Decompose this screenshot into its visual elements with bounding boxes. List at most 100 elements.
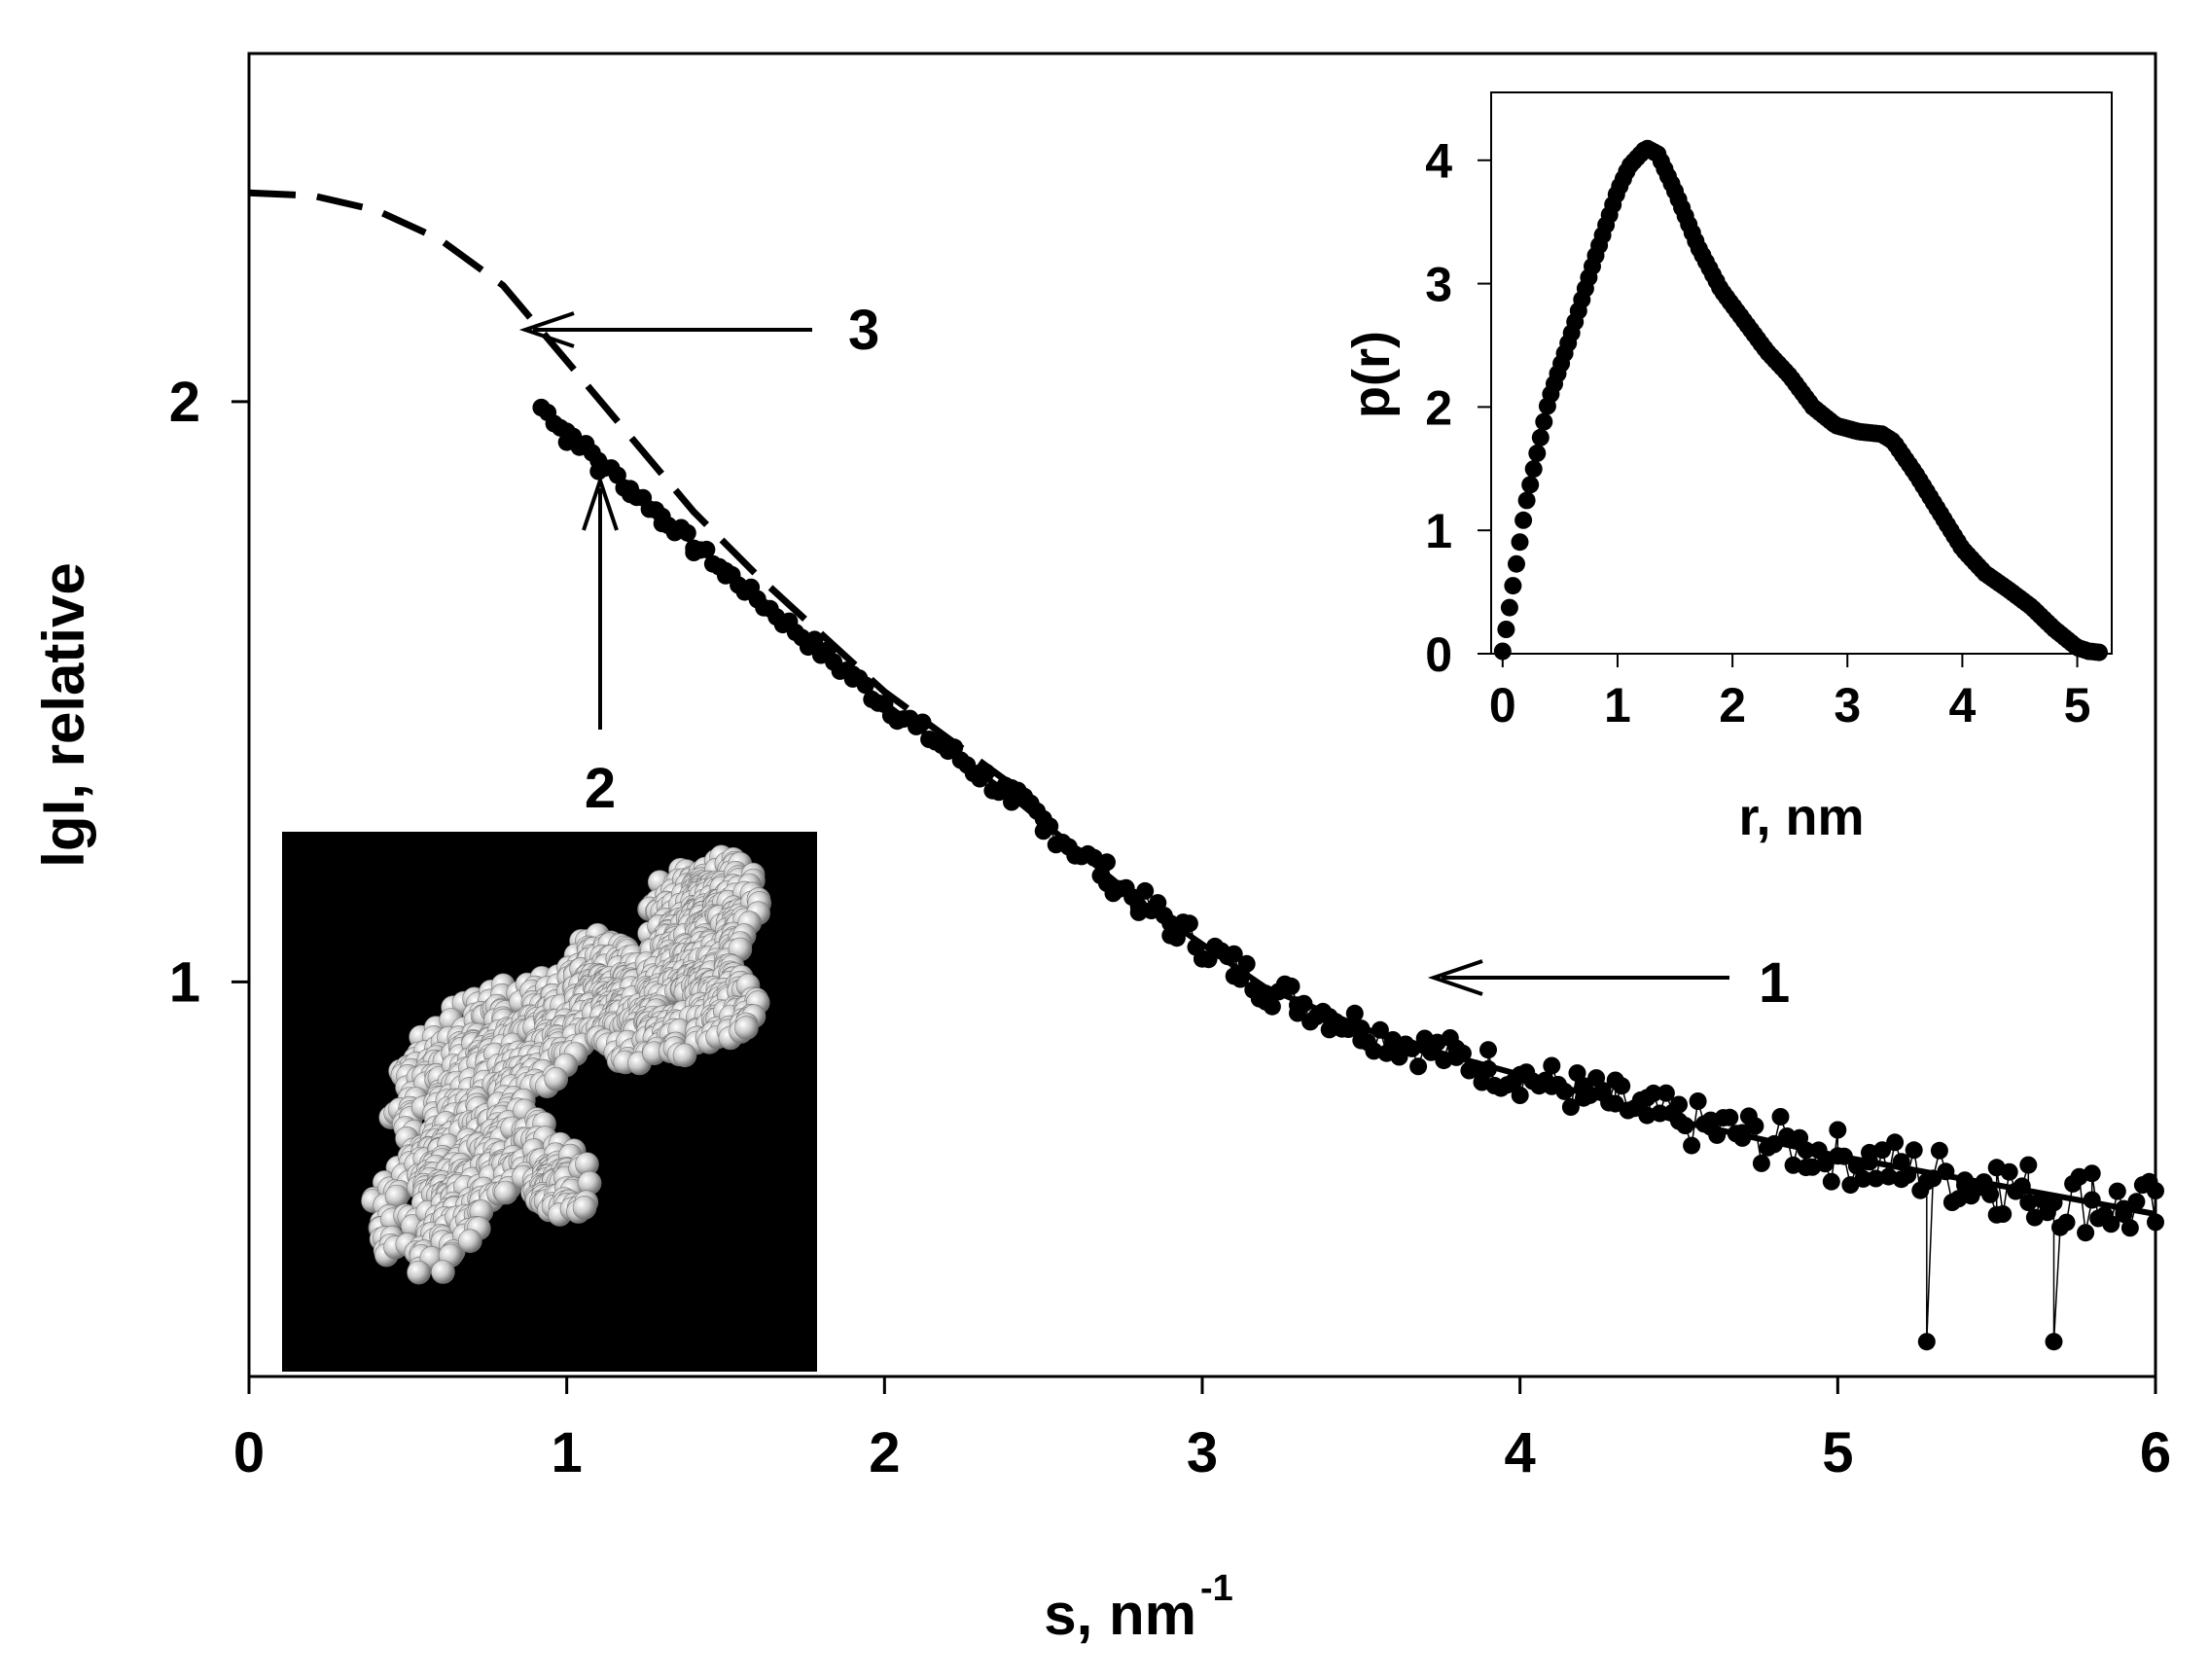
series-1-point [1225, 945, 1243, 963]
series-1-point [1829, 1121, 1847, 1139]
series-1-point [1409, 1057, 1428, 1076]
series-1-point [1886, 1133, 1905, 1152]
series-1-point [1905, 1141, 1923, 1160]
series-1-point [1771, 1108, 1790, 1126]
main-series-layer [248, 189, 2164, 1351]
series-1-point [1822, 1172, 1840, 1191]
x-axis-label-superscript: -1 [1200, 1568, 1233, 1609]
annotation-arrow-3: 3 [518, 299, 879, 362]
bead [572, 1196, 597, 1220]
series-1-point [2077, 1224, 2095, 1242]
bead [734, 1016, 759, 1040]
annotation-arrow-1: 1 [1427, 951, 1790, 1015]
x-tick-label: 0 [233, 1421, 265, 1484]
series-1-point [2102, 1215, 2120, 1233]
x-tick-label: 2 [869, 1421, 900, 1484]
x-tick-label: 4 [1505, 1421, 1536, 1484]
inset-x-tick-label: 4 [1949, 678, 1977, 733]
series-3-line [248, 189, 1015, 788]
series-1-point [1167, 929, 1186, 947]
x-axis-label: s, nm [1044, 1582, 1196, 1647]
molecule-model-image [282, 832, 817, 1372]
series-1-point [1543, 1056, 1561, 1075]
series-1-point [1930, 1141, 1948, 1160]
series-1-point [2000, 1162, 2018, 1181]
series-1-point [1613, 1077, 1631, 1095]
series-1-point [1981, 1185, 2000, 1203]
series-1-point [2120, 1219, 2139, 1237]
annotation-arrow-2: 2 [582, 474, 619, 820]
series-1-point [1282, 977, 1300, 995]
series-1-point [2147, 1213, 2164, 1232]
bead [672, 1043, 697, 1068]
series-1-point [2083, 1164, 2101, 1183]
x-tick-label: 3 [1187, 1421, 1218, 1484]
series-1-point [1561, 1098, 1580, 1116]
inset-series-point [1493, 642, 1512, 661]
inset-series-point [1524, 460, 1543, 479]
main-axes-layer: 0 1 2 3 4 5 6 1 2 [169, 371, 2171, 1484]
y-tick-label: 2 [169, 371, 200, 434]
curve-label-2: 2 [585, 757, 616, 820]
series-1-point [1136, 881, 1155, 900]
curve-label-3: 3 [848, 299, 879, 362]
inset-x-tick-label: 1 [1604, 678, 1631, 733]
inset-series-point [1531, 428, 1550, 447]
inset-series-point [1504, 577, 1522, 595]
inset-x-axis-label: r, nm [1738, 788, 1864, 846]
curve-label-1: 1 [1759, 951, 1790, 1015]
series-1-point [1511, 1087, 1529, 1104]
series-1-point [1263, 997, 1281, 1016]
inset-series-point [1517, 491, 1536, 510]
x-tick-label: 5 [1822, 1421, 1853, 1484]
series-1-point [1345, 1004, 1364, 1022]
inset-y-tick-label: 2 [1425, 380, 1452, 435]
inset-axes-layer: 0 1 2 3 4 5 0 1 2 3 4 [1425, 134, 2090, 733]
series-1-point [1854, 1169, 1872, 1188]
y-axis-label: lgI, relative [31, 562, 96, 867]
series-1-point [1689, 1092, 1707, 1110]
series-1-point [2108, 1182, 2126, 1200]
bead [457, 1229, 482, 1253]
series-1-point [1644, 1084, 1662, 1102]
inset-y-tick-label: 0 [1425, 627, 1452, 682]
bead [431, 1260, 455, 1284]
series-1-point [2057, 1213, 2076, 1232]
inset-x-tick-label: 3 [1834, 678, 1861, 733]
series-1-point [1479, 1041, 1497, 1059]
series-1-point [1917, 1333, 1936, 1351]
inset-series-point [1514, 511, 1533, 529]
bead [407, 1260, 431, 1285]
series-2-line [539, 405, 2156, 1217]
inset-plot-frame [1490, 91, 2113, 655]
inset-series-layer [1493, 139, 2108, 661]
series-1-point [1670, 1095, 1688, 1114]
inset-series-point [1500, 598, 1518, 617]
bead [544, 1067, 569, 1091]
inset-y-axis-label: p(r) [1342, 331, 1401, 418]
x-tick-label: 6 [2140, 1421, 2171, 1484]
series-1-point [1994, 1205, 2013, 1223]
inset-y-tick-label: 4 [1425, 134, 1452, 189]
y-tick-label: 1 [169, 950, 200, 1014]
inset-series-point [2090, 643, 2108, 661]
inset-x-tick-label: 5 [2064, 678, 2091, 733]
series-1-point [2127, 1193, 2146, 1211]
bead [493, 1180, 518, 1205]
series-1-point [1816, 1155, 1835, 1173]
inset-series-point [1528, 444, 1547, 462]
inset-x-tick-label: 0 [1489, 678, 1516, 733]
series-1-point [1683, 1136, 1701, 1155]
inset-series-point [1508, 554, 1525, 573]
inset-series-point [1511, 533, 1529, 552]
series-1-point [1098, 853, 1116, 872]
inset-y-tick-label: 1 [1425, 504, 1452, 558]
inset-x-tick-label: 2 [1719, 678, 1746, 733]
inset-y-tick-label: 3 [1425, 258, 1452, 312]
series-1-point [2045, 1333, 2063, 1351]
series-1-point [2147, 1182, 2164, 1200]
inset-series-point [1521, 476, 1540, 494]
series-1-point [1657, 1084, 1675, 1102]
series-1-point [1180, 914, 1198, 933]
